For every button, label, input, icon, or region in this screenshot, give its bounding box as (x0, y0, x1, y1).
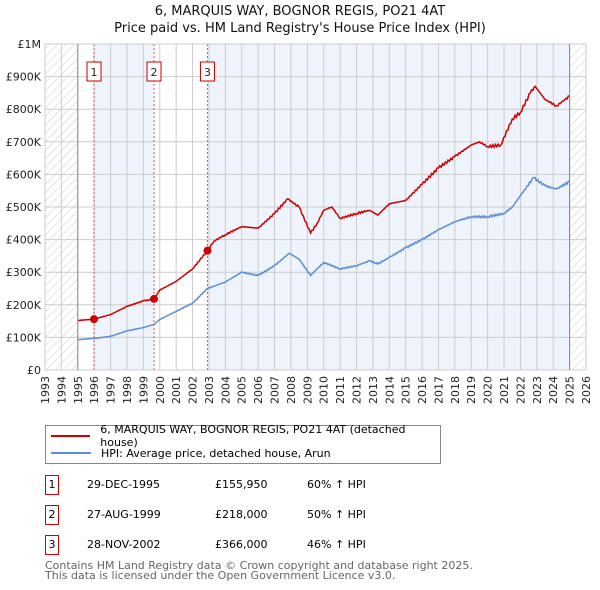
x-tick-label: 2024 (547, 376, 560, 404)
sale-date: 28-NOV-2002 (87, 538, 161, 551)
y-tick-label: £400K (6, 234, 42, 247)
x-tick-label: 1998 (121, 376, 134, 404)
x-tick-label: 1999 (137, 376, 150, 404)
sale-point (90, 315, 99, 324)
x-tick-label: 2005 (236, 376, 249, 404)
x-tick-label: 2019 (465, 376, 478, 404)
sale-label-box (146, 61, 162, 82)
x-tick-label: 2006 (252, 376, 265, 404)
x-tick-label: 2023 (531, 376, 544, 404)
footer-copyright: Contains HM Land Registry data © Crown c… (45, 559, 473, 572)
y-tick-label: £1M (18, 38, 42, 51)
sale-number: 2 (45, 505, 59, 525)
x-tick-label: 1996 (88, 376, 101, 404)
x-tick-label: 2002 (187, 376, 200, 404)
sale-point (203, 246, 212, 255)
legend-swatch-red (51, 435, 91, 437)
legend-swatch-blue (51, 452, 91, 454)
sale-label-box (199, 61, 215, 82)
sale-price: £218,000 (215, 508, 268, 521)
sale-hpi: 50% ↑ HPI (307, 508, 366, 521)
sale-date: 29-DEC-1995 (87, 478, 161, 491)
sale-hpi: 46% ↑ HPI (307, 538, 366, 551)
legend-item-hpi: HPI: Average price, detached house, Arun (46, 445, 331, 461)
y-tick-label: £600K (6, 168, 42, 181)
sale-row: 1 29-DEC-1995 £155,950 60% ↑ HPI (45, 475, 465, 495)
y-tick-label: £200K (6, 299, 42, 312)
sale-number: 3 (45, 535, 59, 555)
x-tick-label: 2013 (367, 376, 380, 404)
sale-number: 1 (45, 475, 59, 495)
y-tick-label: £300K (6, 266, 42, 279)
x-tick-label: 2025 (564, 376, 577, 404)
chart-title: 6, MARQUIS WAY, BOGNOR REGIS, PO21 4AT (154, 4, 446, 19)
x-tick-label: 2000 (154, 376, 167, 404)
y-tick-label: £900K (6, 71, 42, 84)
x-tick-label: 2011 (334, 376, 347, 404)
legend-item-property: 6, MARQUIS WAY, BOGNOR REGIS, PO21 4AT (… (46, 423, 440, 449)
sale-label: 2 (151, 66, 158, 79)
x-tick-label: 2016 (416, 376, 429, 404)
x-tick-label: 2022 (514, 376, 527, 404)
sale-row: 2 27-AUG-1999 £218,000 50% ↑ HPI (45, 505, 465, 525)
x-tick-label: 2020 (482, 376, 495, 404)
property-price-line (77, 85, 570, 322)
x-tick-label: 1997 (105, 376, 118, 404)
hpi-line (77, 176, 570, 341)
footer-licence: This data is licensed under the Open Gov… (45, 569, 396, 582)
sale-price: £155,950 (215, 478, 268, 491)
sale-hpi: 60% ↑ HPI (307, 478, 366, 491)
x-tick-label: 1995 (72, 376, 85, 404)
sale-price: £366,000 (215, 538, 268, 551)
y-tick-label: £800K (6, 103, 42, 116)
x-tick-label: 2001 (170, 376, 183, 404)
sale-label: 3 (204, 66, 211, 79)
x-tick-label: 2015 (400, 376, 413, 404)
sale-point (150, 294, 159, 303)
chart-subtitle: Price paid vs. HM Land Registry's House … (114, 21, 486, 36)
x-tick-label: 1993 (39, 376, 52, 404)
sale-label: 1 (91, 66, 98, 79)
y-tick-label: £700K (6, 136, 42, 149)
legend: 6, MARQUIS WAY, BOGNOR REGIS, PO21 4AT (… (45, 423, 441, 464)
x-tick-label: 2018 (449, 376, 462, 404)
x-tick-label: 2012 (350, 376, 363, 404)
sale-date: 27-AUG-1999 (87, 508, 161, 521)
x-tick-label: 2007 (269, 376, 282, 404)
x-tick-label: 2026 (580, 376, 593, 404)
x-tick-label: 2014 (383, 376, 396, 404)
y-tick-label: £100K (6, 331, 42, 344)
y-tick-label: £0 (27, 364, 41, 377)
footer: Contains HM Land Registry data © Crown c… (45, 559, 473, 582)
legend-label: HPI: Average price, detached house, Arun (101, 446, 331, 460)
sale-label-box (86, 61, 102, 82)
x-tick-label: 2004 (219, 376, 232, 404)
sale-row: 3 28-NOV-2002 £366,000 46% ↑ HPI (45, 535, 465, 555)
plot-border (44, 43, 587, 371)
x-tick-label: 1994 (55, 376, 68, 404)
y-tick-label: £500K (6, 201, 42, 214)
legend-label: 6, MARQUIS WAY, BOGNOR REGIS, PO21 4AT (… (100, 423, 406, 449)
price-chart: 1 2 3 1993 1994 1995 1996 1997 1998 1999 2000 2001 2… (6, 38, 593, 404)
x-tick-label: 2017 (432, 376, 445, 404)
x-tick-label: 2003 (203, 376, 216, 404)
x-tick-label: 2009 (301, 376, 314, 404)
x-tick-label: 2010 (318, 376, 331, 404)
x-tick-label: 2008 (285, 376, 298, 404)
x-tick-label: 2021 (498, 376, 511, 404)
